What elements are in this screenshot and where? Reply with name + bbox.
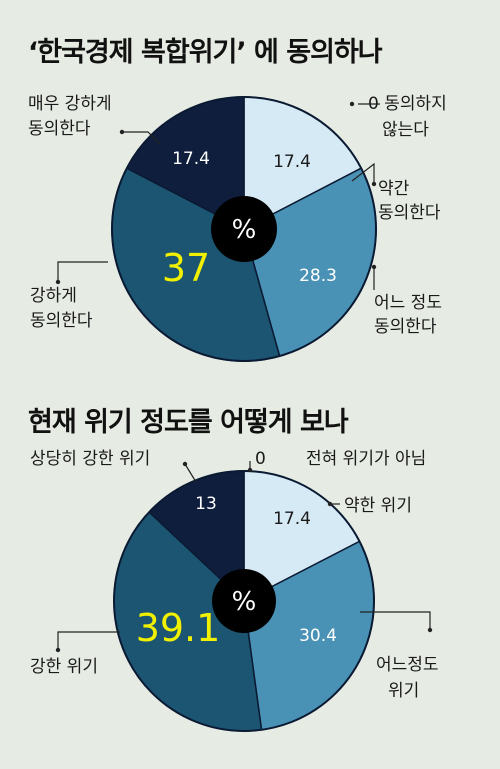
category-label: 전혀 위기가 아님 <box>306 449 426 469</box>
category-label: 동의한다 <box>374 317 437 337</box>
data-label: 0 <box>255 449 266 469</box>
data-label: 17.4 <box>273 152 311 172</box>
chart-title: 현재 위기 정도를 어떻게 보나 <box>28 407 349 438</box>
percent-unit-label: % <box>232 587 257 617</box>
category-label: 약한 위기 <box>344 496 412 516</box>
leader-line <box>360 611 431 630</box>
category-label: 동의한다 <box>30 311 93 331</box>
leader-dot <box>55 279 61 285</box>
category-label: 어느 정도 <box>374 293 442 313</box>
percent-unit-label: % <box>232 215 257 245</box>
leader-dot <box>427 627 433 633</box>
leader-dot <box>371 264 377 270</box>
pie-outline <box>111 96 377 362</box>
data-label: 13 <box>195 494 217 514</box>
category-label: 동의한다 <box>378 203 441 223</box>
category-label: 위기 <box>388 681 419 701</box>
leader-line <box>57 261 108 282</box>
leader-dot <box>119 129 125 135</box>
category-label: 어느정도 <box>376 655 439 675</box>
category-label: 0 동의하지 <box>368 94 447 114</box>
data-label: 28.3 <box>299 266 337 286</box>
pie-slices <box>111 96 377 362</box>
leader-line <box>184 463 197 483</box>
leader-dot <box>247 467 253 473</box>
leader-line <box>57 631 120 650</box>
leader-line <box>122 131 161 145</box>
center-hole <box>212 569 276 633</box>
center-hole <box>211 196 277 262</box>
data-label: 39.1 <box>136 606 221 650</box>
category-label: 매우 강하게 <box>28 94 112 114</box>
chart-title: ‘한국경제 복합위기’ 에 동의하나 <box>28 37 383 68</box>
category-label: 않는다 <box>382 120 429 140</box>
data-label: 17.4 <box>172 149 210 169</box>
leader-dot <box>327 501 333 507</box>
leader-dot <box>371 181 377 187</box>
category-label: 강한 위기 <box>30 657 98 677</box>
data-label: 17.4 <box>273 509 311 529</box>
data-label: 37 <box>162 246 210 290</box>
leader-dot <box>55 647 61 653</box>
leader-dot <box>182 461 188 467</box>
pie-outline <box>113 470 375 732</box>
category-label: 상당히 강한 위기 <box>30 449 150 469</box>
category-label: 강하게 <box>30 286 77 306</box>
leader-dot <box>349 101 355 107</box>
category-label: 약간 <box>378 179 410 199</box>
data-label: 30.4 <box>299 626 337 646</box>
category-label: 동의한다 <box>28 119 91 139</box>
leader-line <box>351 162 375 184</box>
